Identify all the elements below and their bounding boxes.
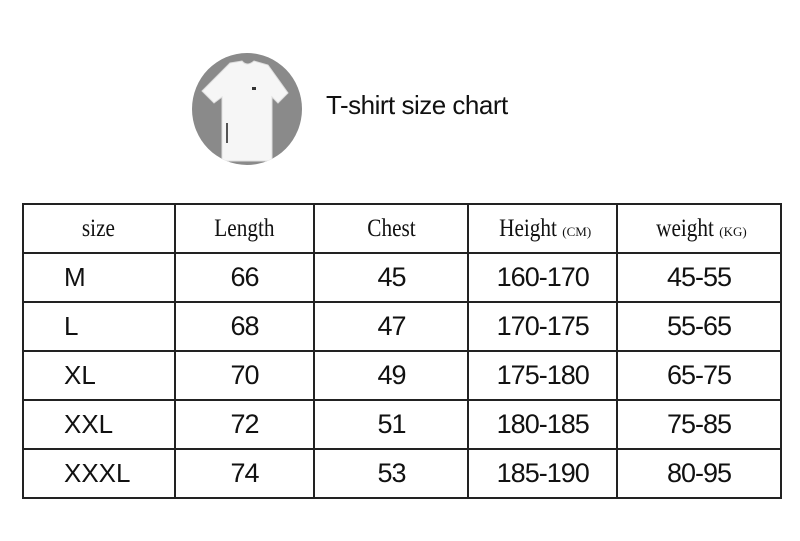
value-cell: 175-180 <box>467 350 618 401</box>
value-cell: 160-170 <box>467 252 618 303</box>
header-label: weight <box>656 214 715 242</box>
value-cell: 180-185 <box>467 399 618 450</box>
tshirt-icon <box>201 60 289 162</box>
size-cell: XL <box>22 350 176 401</box>
header-label: Height <box>499 214 558 242</box>
size-cell: XXL <box>22 399 176 450</box>
column-header: Length <box>173 203 316 254</box>
header-unit: (KG) <box>719 223 747 239</box>
column-header: size <box>22 203 176 254</box>
value-cell: 70 <box>173 350 316 401</box>
value-cell: 80-95 <box>615 448 783 499</box>
value-cell: 170-175 <box>467 301 618 352</box>
value-cell: 45-55 <box>615 252 783 303</box>
value-cell: 51 <box>313 399 470 450</box>
tshirt-photo <box>192 53 302 165</box>
value-cell: 47 <box>313 301 470 352</box>
value-cell: 49 <box>313 350 470 401</box>
header-label: Chest <box>367 214 416 242</box>
value-cell: 55-65 <box>615 301 783 352</box>
column-header: Height (CM) <box>467 203 618 254</box>
page-title: T-shirt size chart <box>326 90 508 120</box>
column-header: weight (KG) <box>615 203 783 254</box>
value-cell: 66 <box>173 252 316 303</box>
size-cell: M <box>22 252 176 303</box>
size-chart-table: size Length Chest Height (CM) weight (KG) M 66 4… <box>22 203 783 499</box>
size-cell: L <box>22 301 176 352</box>
table-row: XXL 72 51 180-185 75-85 <box>22 399 783 450</box>
table-row: L 68 47 170-175 55-65 <box>22 301 783 352</box>
table-header-row: size Length Chest Height (CM) weight (KG) <box>22 203 783 254</box>
value-cell: 185-190 <box>467 448 618 499</box>
header-label: size <box>82 214 116 242</box>
column-header: Chest <box>313 203 470 254</box>
value-cell: 53 <box>313 448 470 499</box>
value-cell: 75-85 <box>615 399 783 450</box>
header-label: Length <box>214 214 275 242</box>
table-row: XL 70 49 175-180 65-75 <box>22 350 783 401</box>
value-cell: 74 <box>173 448 316 499</box>
table-row: XXXL 74 53 185-190 80-95 <box>22 448 783 499</box>
header-unit: (CM) <box>562 223 592 239</box>
value-cell: 72 <box>173 399 316 450</box>
value-cell: 45 <box>313 252 470 303</box>
value-cell: 68 <box>173 301 316 352</box>
value-cell: 65-75 <box>615 350 783 401</box>
table-row: M 66 45 160-170 45-55 <box>22 252 783 303</box>
size-cell: XXXL <box>22 448 176 499</box>
